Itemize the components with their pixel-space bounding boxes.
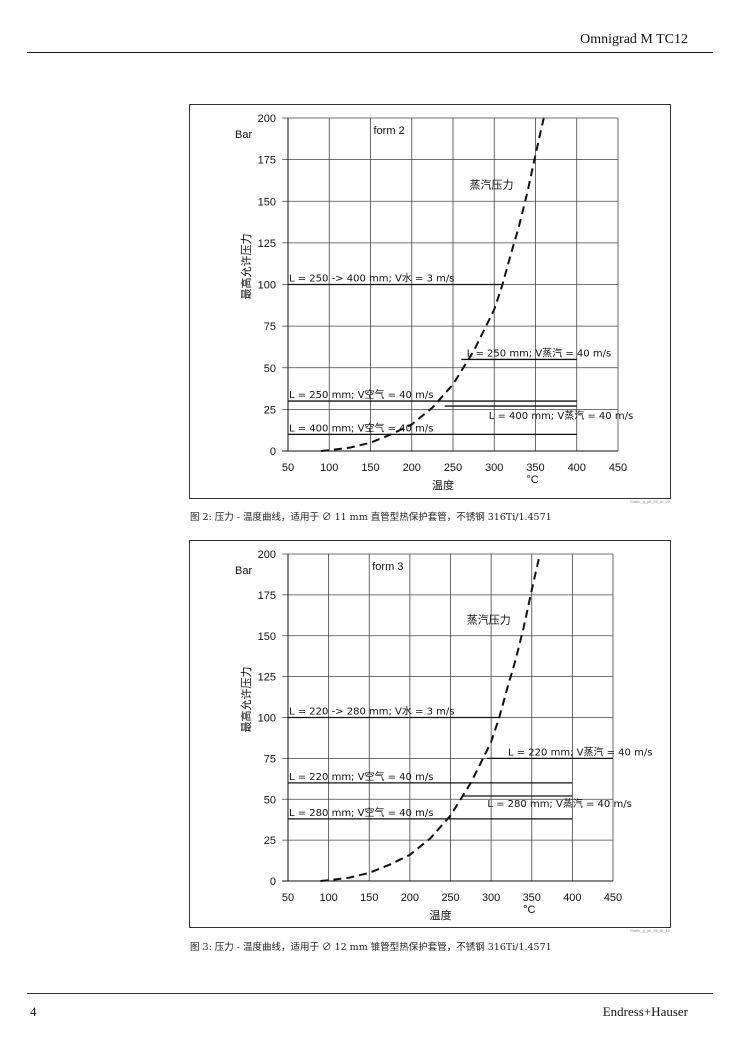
curve-label: 蒸汽压力 xyxy=(467,612,511,626)
figure-2-chart: 0 25 50 75 100 125 150 175 200 50 100 150 200 250 300 3… xyxy=(235,113,633,492)
x-tick-label: 450 xyxy=(609,462,627,474)
y-tick-label: 200 xyxy=(258,113,276,125)
x-axis-unit: °C xyxy=(526,474,538,486)
x-tick-label: 100 xyxy=(320,462,338,474)
x-tick-label: 100 xyxy=(319,892,337,904)
figure-2-caption: 图 2: 压力 - 温度曲线，适用于 ∅ 11 mm 直管型热保护套管，不锈钢 … xyxy=(190,512,552,523)
steam-pressure-curve xyxy=(320,117,545,452)
limit-line-label: L = 250 mm; V蒸汽 = 40 m/s xyxy=(467,346,611,359)
y-tick-label: 100 xyxy=(258,280,276,292)
y-tick-label: 0 xyxy=(270,446,276,458)
y-tick-label: 50 xyxy=(264,363,276,375)
x-axis-unit: °C xyxy=(523,904,535,916)
x-tick-label: 250 xyxy=(444,462,462,474)
x-tick-label: 50 xyxy=(282,892,294,904)
limit-line-label: L = 250 -> 400 mm; V水 = 3 m/s xyxy=(289,273,454,285)
y-tick-label: 150 xyxy=(258,196,276,208)
figure-3-credit: Grafic_g_pll_05_th_10 xyxy=(629,928,670,933)
form-label: form 2 xyxy=(374,125,405,137)
header-title: Omnigrad M TC12 xyxy=(580,32,688,47)
x-tick-label: 200 xyxy=(403,462,421,474)
y-tick-label: 50 xyxy=(264,794,276,806)
limit-line-label: L = 400 mm; V蒸汽 = 40 m/s xyxy=(489,409,633,422)
figure-2-credit: Grafic_g_pll_05_th_00 xyxy=(629,499,670,504)
y-tick-label: 175 xyxy=(258,590,276,602)
y-axis-label: 最高允许压力 xyxy=(239,667,253,733)
y-axis-label: 最高允许压力 xyxy=(239,234,253,300)
x-tick-label: 450 xyxy=(604,892,622,904)
x-tick-label: 400 xyxy=(568,462,586,474)
x-tick-label: 150 xyxy=(361,462,379,474)
form-label: form 3 xyxy=(372,561,403,573)
limit-line-label: L = 220 mm; V蒸汽 = 40 m/s xyxy=(508,745,652,758)
brand-name: Endress+Hauser xyxy=(602,1004,688,1019)
x-tick-label: 200 xyxy=(401,892,419,904)
y-tick-label: 125 xyxy=(258,238,276,250)
y-tick-label: 100 xyxy=(258,713,276,725)
header-rule xyxy=(27,52,713,53)
y-tick-label: 125 xyxy=(258,672,276,684)
figure-3-chart: 0 25 50 75 100 125 150 175 200 50 100 150 200 250 300 3… xyxy=(235,549,652,922)
y-tick-label: 200 xyxy=(258,549,276,561)
x-tick-label: 150 xyxy=(360,892,378,904)
x-tick-label: 50 xyxy=(282,462,294,474)
y-axis-unit: Bar xyxy=(235,129,252,141)
x-tick-label: 400 xyxy=(563,892,581,904)
y-tick-label: 25 xyxy=(264,404,276,416)
x-tick-label: 250 xyxy=(441,892,459,904)
steam-pressure-curve xyxy=(320,553,541,882)
limit-line-label: L = 280 mm; V蒸汽 = 40 m/s xyxy=(487,797,631,810)
x-tick-label: 350 xyxy=(526,462,544,474)
curve-label: 蒸汽压力 xyxy=(470,178,514,192)
y-tick-label: 150 xyxy=(258,631,276,643)
footer-rule xyxy=(27,993,713,994)
y-axis-unit: Bar xyxy=(235,565,252,577)
y-tick-label: 75 xyxy=(264,753,276,765)
y-tick-label: 25 xyxy=(264,835,276,847)
x-tick-label: 300 xyxy=(485,462,503,474)
x-axis-label: 温度 xyxy=(430,908,452,922)
figure-3-caption: 图 3: 压力 - 温度曲线，适用于 ∅ 12 mm 锥管型热保护套管，不锈钢 … xyxy=(190,942,552,953)
limit-line-label: L = 220 mm; V空气 = 40 m/s xyxy=(289,770,433,783)
y-tick-label: 0 xyxy=(270,876,276,888)
x-tick-label: 350 xyxy=(523,892,541,904)
figure-2-frame: 0 25 50 75 100 125 150 175 200 50 100 150 200 250 300 3… xyxy=(189,104,671,499)
figure-3-frame: 0 25 50 75 100 125 150 175 200 50 100 150 200 250 300 3… xyxy=(189,540,671,928)
limit-line-label: L = 220 -> 280 mm; V水 = 3 m/s xyxy=(289,706,454,718)
limit-line-label: L = 280 mm; V空气 = 40 m/s xyxy=(289,806,433,819)
x-axis-label: 温度 xyxy=(432,478,454,492)
limit-line-label: L = 250 mm; V空气 = 40 m/s xyxy=(289,388,433,401)
page-number: 4 xyxy=(30,1004,37,1019)
y-tick-label: 75 xyxy=(264,321,276,333)
x-tick-label: 300 xyxy=(482,892,500,904)
y-tick-label: 175 xyxy=(258,155,276,167)
